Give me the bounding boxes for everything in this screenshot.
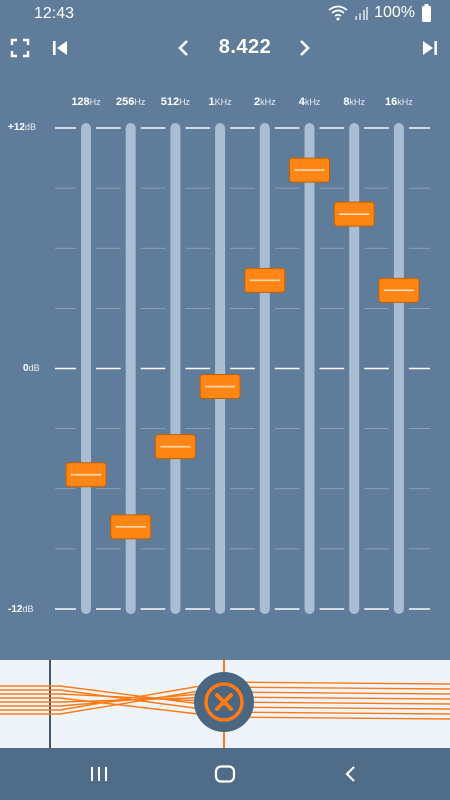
frequency-label: 128Hz — [71, 96, 101, 108]
frequency-label: 2kHz — [253, 96, 276, 108]
navigation-bar — [0, 748, 450, 800]
chevron-right-icon[interactable] — [292, 36, 316, 60]
curve-lines — [0, 681, 450, 720]
curve-line — [0, 696, 450, 703]
close-icon — [215, 693, 233, 711]
curve-line — [0, 693, 450, 705]
db-label-mid: 0dB — [23, 363, 40, 374]
slider-knob[interactable] — [110, 514, 152, 540]
slider-track[interactable] — [170, 123, 181, 614]
status-bar: 12:43 100% — [0, 0, 450, 28]
frequency-label: 16kHz — [385, 96, 413, 108]
skip-previous-icon[interactable] — [48, 36, 72, 60]
curve-overview-panel[interactable] — [0, 660, 450, 748]
frequency-label: 1KHz — [208, 96, 232, 108]
recent-apps-icon[interactable] — [84, 762, 114, 786]
frequency-label: 512Hz — [160, 96, 191, 108]
db-label-top: +12dB — [8, 122, 36, 133]
slider-knob[interactable] — [289, 157, 330, 183]
close-curve-button[interactable] — [194, 672, 254, 732]
slider-track[interactable] — [304, 123, 315, 614]
frequency-label: 8kHz — [343, 96, 365, 108]
slider-track[interactable] — [125, 123, 136, 614]
frequency-labels: 128Hz 256Hz 512Hz 1KHz 2kHz 4kHz 8kHz 16kHz — [0, 96, 450, 110]
signal-icon — [354, 6, 369, 20]
curve-line — [0, 689, 450, 715]
slider-knob[interactable] — [65, 462, 107, 488]
skip-next-icon[interactable] — [418, 36, 442, 60]
slider-track[interactable] — [393, 123, 404, 614]
status-icons: 100% — [328, 4, 432, 22]
preset-value[interactable]: 8.422 — [218, 36, 272, 58]
slider-knob[interactable] — [199, 374, 241, 400]
slider-track[interactable] — [259, 123, 270, 614]
slider-knob[interactable] — [333, 201, 375, 227]
frequency-label: 4kHz — [298, 96, 321, 108]
slider-track[interactable] — [81, 123, 91, 614]
chevron-left-icon[interactable] — [172, 36, 196, 60]
home-icon[interactable] — [210, 762, 240, 786]
db-label-bottom: -12dB — [8, 604, 34, 615]
status-time: 12:43 — [34, 5, 75, 22]
slider-knob[interactable] — [378, 277, 420, 303]
slider-track[interactable] — [349, 123, 360, 614]
back-icon[interactable] — [336, 762, 366, 786]
equalizer-sliders — [55, 123, 430, 614]
battery-icon — [421, 4, 432, 22]
battery-percent: 100% — [374, 4, 415, 21]
curve-line — [0, 697, 450, 720]
toolbar: 8.422 — [0, 28, 450, 68]
wifi-icon — [328, 5, 348, 21]
frequency-label: 256Hz — [116, 96, 146, 108]
curve-line — [0, 685, 450, 710]
slider-knob[interactable] — [244, 267, 286, 293]
slider-track[interactable] — [215, 123, 226, 614]
slider-knob[interactable] — [154, 434, 196, 460]
curve-overview — [0, 660, 450, 748]
fullscreen-icon[interactable] — [8, 36, 32, 60]
